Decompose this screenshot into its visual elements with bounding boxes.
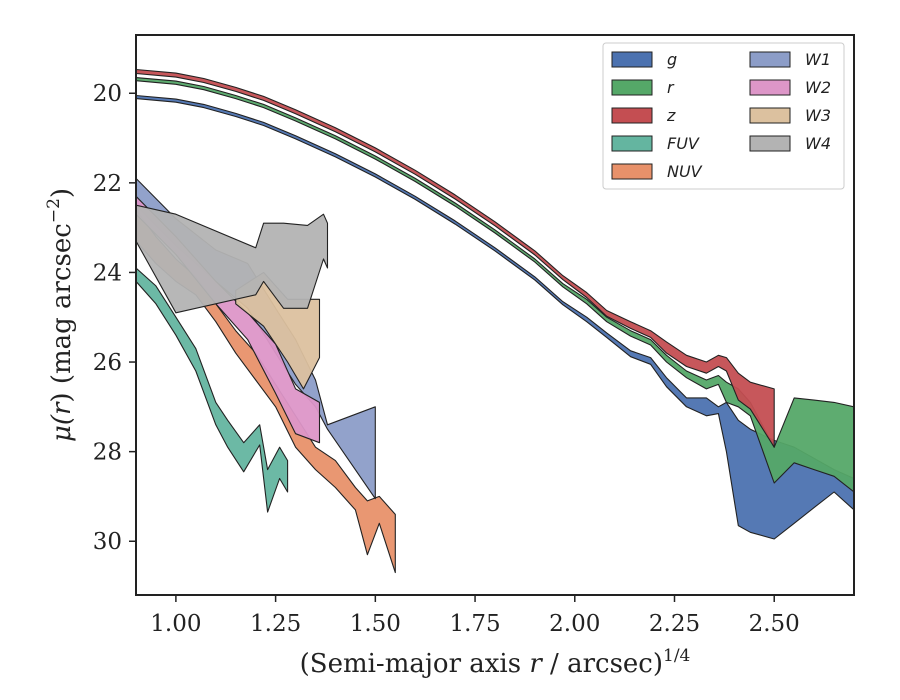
legend-label-z: z bbox=[666, 106, 676, 125]
x-tick-label: 1.75 bbox=[449, 611, 500, 637]
x-tick-label: 2.50 bbox=[749, 611, 800, 637]
x-tick-label: 2.25 bbox=[649, 611, 700, 637]
y-axis-label-var: r bbox=[47, 401, 77, 415]
legend-label-nuv: NUV bbox=[667, 162, 703, 181]
y-axis-label: μ(r) (mag arcsec−2) bbox=[44, 188, 77, 442]
plot-area bbox=[136, 68, 854, 574]
y-tick-label: 22 bbox=[93, 171, 122, 197]
x-axis-label-main: (Semi-major axis bbox=[300, 649, 530, 679]
band-r bbox=[136, 77, 854, 493]
legend-label-w1: W1 bbox=[805, 50, 831, 69]
plot-frame bbox=[135, 34, 855, 596]
axis-ticks: 1.00 1.25 1.50 1.75 2.00 2.25 2.50 20 22 24 26 28 30 bbox=[93, 81, 800, 637]
legend-swatch-w1 bbox=[749, 51, 791, 68]
x-tick-label: 2.00 bbox=[549, 611, 600, 637]
legend-label-w2: W2 bbox=[805, 78, 831, 97]
x-tick-label: 1.25 bbox=[250, 611, 301, 637]
y-axis-label-main: μ( bbox=[47, 414, 77, 442]
legend-label-r: r bbox=[667, 78, 675, 97]
band-g bbox=[136, 94, 854, 540]
legend-swatch-g bbox=[611, 51, 653, 68]
legend-swatch-r bbox=[611, 79, 653, 96]
y-tick-label: 26 bbox=[93, 350, 122, 376]
band-w4 bbox=[136, 204, 329, 314]
band-z bbox=[136, 68, 775, 448]
legend-label-w3: W3 bbox=[805, 106, 831, 125]
y-axis-label-mid: ) (mag arcsec bbox=[47, 223, 77, 402]
y-axis-label-sup: −2 bbox=[44, 198, 64, 223]
y-tick-label: 28 bbox=[93, 440, 122, 466]
legend-swatch-fuv bbox=[611, 135, 653, 152]
legend-label-g: g bbox=[667, 50, 677, 69]
y-tick-label: 20 bbox=[93, 81, 122, 107]
legend-swatch-w3 bbox=[749, 107, 791, 124]
legend-swatch-z bbox=[611, 107, 653, 124]
legend-label-fuv: FUV bbox=[667, 134, 700, 153]
legend-swatch-w4 bbox=[749, 135, 791, 152]
x-axis-label-sup: 1/4 bbox=[663, 646, 690, 666]
legend-swatch-w2 bbox=[749, 79, 791, 96]
x-axis-label-mid: / arcsec) bbox=[542, 649, 663, 679]
x-tick-label: 1.00 bbox=[150, 611, 201, 637]
x-axis-label: (Semi-major axis r / arcsec)1/4 bbox=[300, 646, 691, 679]
legend-swatch-nuv bbox=[611, 163, 653, 180]
x-tick-label: 1.50 bbox=[350, 611, 401, 637]
legend-label-w4: W4 bbox=[805, 134, 831, 153]
band-fuv bbox=[136, 267, 289, 513]
x-axis-label-var: r bbox=[529, 649, 543, 679]
legend: grz FUV NUV W1 W2 W3 W4 bbox=[602, 42, 845, 190]
y-axis-label-end: ) bbox=[47, 188, 77, 198]
y-tick-label: 24 bbox=[93, 260, 122, 286]
y-tick-label: 30 bbox=[93, 529, 122, 555]
